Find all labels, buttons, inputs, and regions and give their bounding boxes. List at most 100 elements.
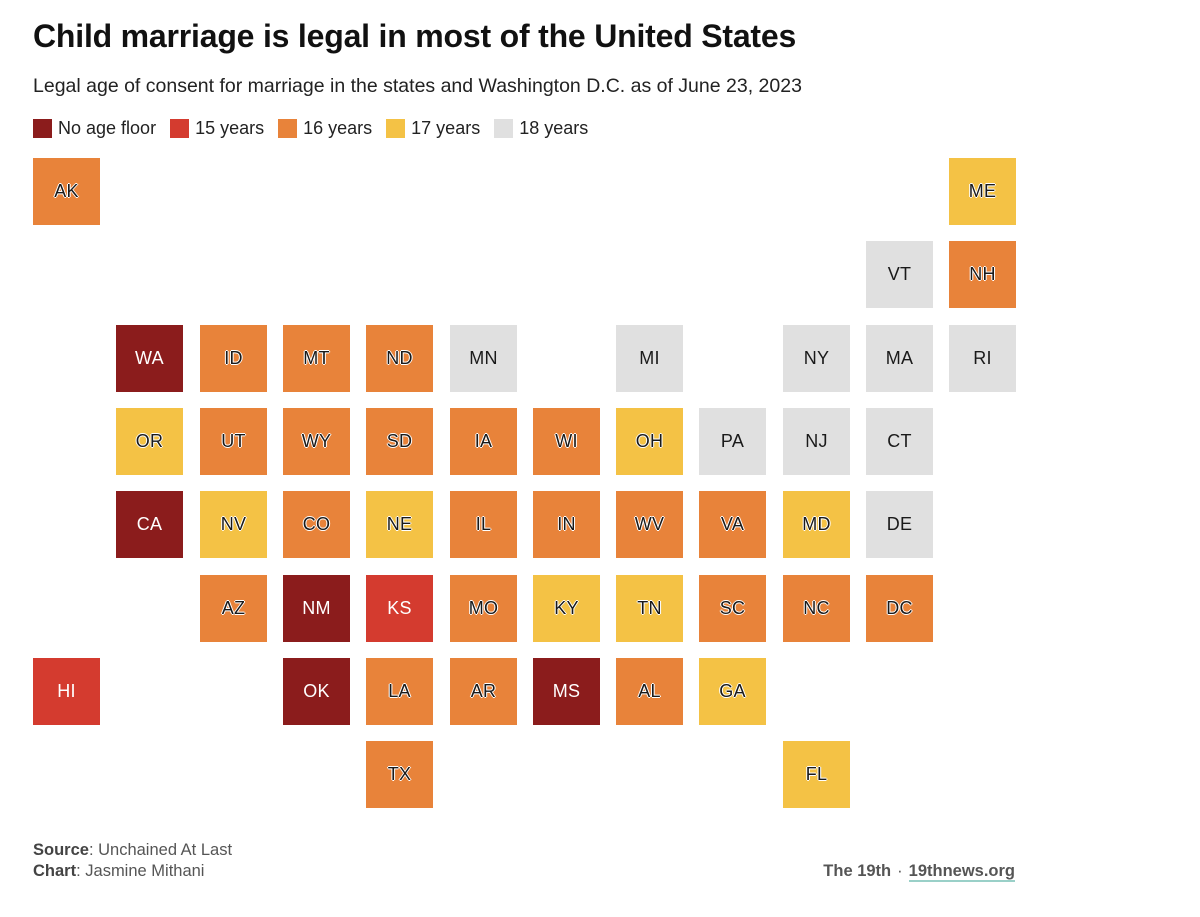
state-tile-ga: GA [699,658,766,725]
brand-site-link[interactable]: 19thnews.org [908,862,1015,882]
state-label: SC [719,598,746,618]
brand-footer: The 19th · 19thnews.org [823,862,1015,882]
state-label: PA [720,431,745,451]
state-tile-or: OR [116,408,183,475]
legend-label: 18 years [519,118,589,138]
state-tile-nh: NH [949,241,1016,308]
state-label: OK [303,681,330,701]
legend-swatch [33,119,52,138]
state-tile-mn: MN [450,325,517,392]
state-label: DC [886,598,913,618]
state-tile-ky: KY [533,575,600,642]
state-label: ME [968,181,997,201]
state-label: NC [803,598,830,618]
state-label: MN [469,348,498,368]
page-title: Child marriage is legal in most of the U… [33,18,797,54]
state-label: HI [57,681,76,701]
legend-item-17: 17 years [386,118,480,139]
state-tile-nm: NM [283,575,350,642]
state-tile-nc: NC [783,575,850,642]
state-label: MI [639,348,660,368]
legend-swatch [278,119,298,138]
state-tile-al: AL [616,658,683,725]
state-label: VT [887,264,912,284]
state-tile-ny: NY [783,325,850,392]
legend-item-18: 18 years [494,118,588,139]
state-tile-id: ID [200,325,267,392]
state-label: OR [135,431,164,451]
source-line: Source: Unchained At Last [33,840,232,861]
state-label: MT [303,348,330,368]
state-tile-wi: WI [533,408,600,475]
state-tile-tn: TN [616,575,683,642]
state-label: IN [557,514,576,534]
state-tile-hi: HI [33,658,100,725]
state-label: WI [555,431,578,451]
state-label: RI [973,348,992,368]
state-label: TN [637,598,662,618]
state-label: MD [802,514,831,534]
state-tile-ia: IA [450,408,517,475]
state-tile-ne: NE [366,491,433,558]
state-label: MS [552,681,581,701]
state-tile-ms: MS [533,658,600,725]
state-label: ID [224,348,243,368]
state-tile-ar: AR [450,658,517,725]
source-value: : Unchained At Last [88,841,233,859]
legend-item-16: 16 years [278,118,372,139]
state-tile-oh: OH [616,408,683,475]
state-tile-vt: VT [866,241,933,308]
state-tile-dc: DC [866,575,933,642]
state-label: WY [301,431,332,451]
legend-label: No age floor [58,118,157,138]
state-tile-la: LA [366,658,433,725]
state-tile-ma: MA [866,325,933,392]
chart-label: Chart [33,862,77,880]
state-tile-ca: CA [116,491,183,558]
state-tile-in: IN [533,491,600,558]
state-label: AK [54,181,79,201]
state-label: UT [221,431,246,451]
state-tile-pa: PA [699,408,766,475]
legend-swatch [494,119,514,138]
page-subtitle: Legal age of consent for marriage in the… [33,75,802,97]
state-label: WV [634,514,665,534]
state-tile-fl: FL [783,741,850,808]
state-label: KS [387,598,412,618]
state-tile-il: IL [450,491,517,558]
state-tile-tx: TX [366,741,433,808]
footer-credits: Source: Unchained At Last Chart: Jasmine… [33,840,232,882]
state-tile-sc: SC [699,575,766,642]
legend-item-15: 15 years [170,118,264,139]
state-label: NH [969,264,996,284]
state-label: AZ [221,598,246,618]
state-tile-az: AZ [200,575,267,642]
state-tile-ak: AK [33,158,100,225]
brand-name: The 19th [823,862,892,880]
state-label: AL [638,681,661,701]
state-tile-mt: MT [283,325,350,392]
state-label: VA [720,514,745,534]
state-tile-ct: CT [866,408,933,475]
state-tile-me: ME [949,158,1016,225]
brand-separator: · [897,862,903,880]
state-label: TX [387,764,412,784]
state-tile-de: DE [866,491,933,558]
state-tile-md: MD [783,491,850,558]
state-tile-va: VA [699,491,766,558]
legend-swatch [386,119,406,138]
state-label: MA [885,348,914,368]
state-tile-ok: OK [283,658,350,725]
state-label: NY [803,348,830,368]
state-tile-mi: MI [616,325,683,392]
chart-credit-line: Chart: Jasmine Mithani [33,861,232,882]
state-label: CA [136,514,163,534]
state-label: CO [302,514,331,534]
state-label: SD [386,431,413,451]
state-label: IL [475,514,492,534]
state-label: NM [302,598,331,618]
state-tile-nd: ND [366,325,433,392]
state-tile-ut: UT [200,408,267,475]
state-label: OH [635,431,664,451]
